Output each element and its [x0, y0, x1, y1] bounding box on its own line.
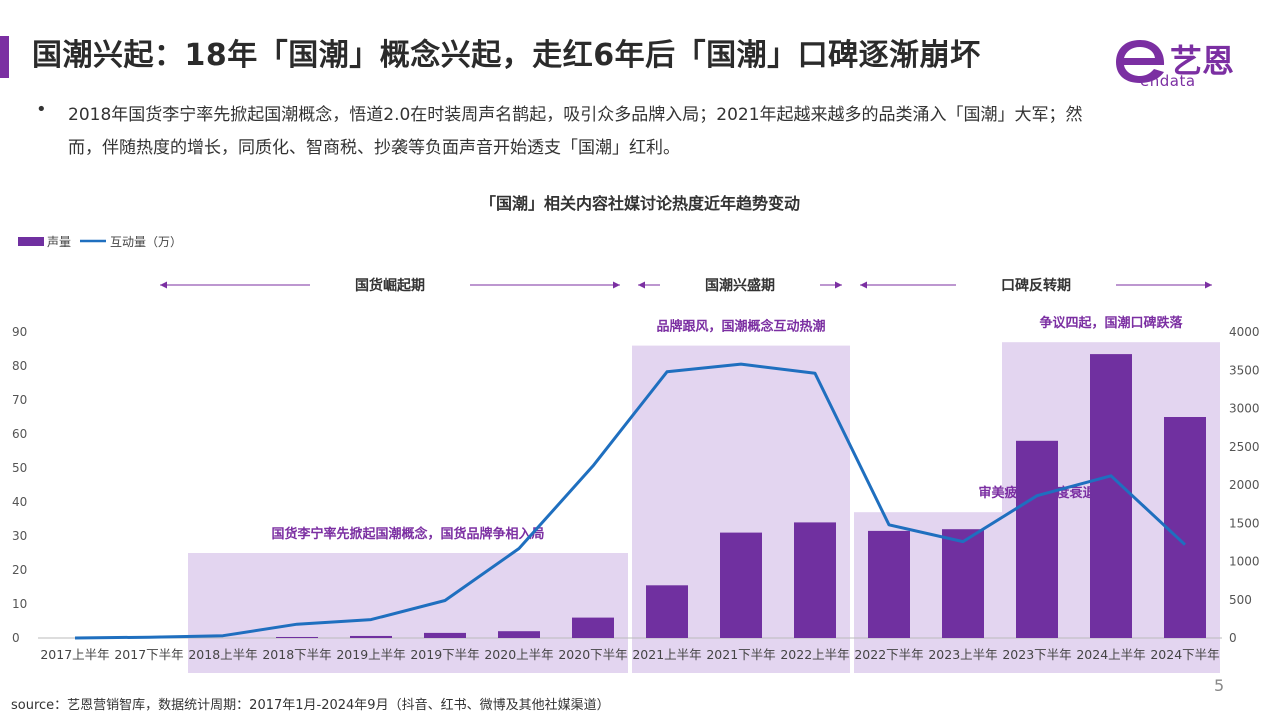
- page-title: 国潮兴起：18年「国潮」概念兴起，走红6年后「国潮」口碑逐渐崩坏: [32, 38, 981, 73]
- y-right-tick-label: 1500: [1229, 516, 1260, 530]
- y-left-tick-label: 60: [12, 427, 27, 441]
- y-right-tick-label: 3000: [1229, 402, 1260, 416]
- y-left-tick-label: 10: [12, 597, 27, 611]
- logo-english-text: endata: [1140, 72, 1196, 90]
- bar-volume: [1090, 354, 1132, 638]
- x-tick-label: 2023上半年: [928, 647, 997, 662]
- x-tick-label: 2022下半年: [854, 647, 923, 662]
- phase-label: 国货崛起期: [355, 277, 425, 294]
- legend-bar-swatch: [18, 237, 44, 246]
- summary-bullet: • 2018年国货李宁率先掀起国潮概念，悟道2.0在时装周声名鹊起，吸引众多品牌…: [36, 99, 1096, 165]
- x-tick-label: 2021上半年: [632, 647, 701, 662]
- chart-title: 「国潮」相关内容社媒讨论热度近年趋势变动: [480, 194, 800, 213]
- summary-text: 2018年国货李宁率先掀起国潮概念，悟道2.0在时装周声名鹊起，吸引众多品牌入局…: [68, 105, 1083, 158]
- bar-volume: [350, 635, 392, 638]
- y-left-tick-label: 80: [12, 359, 27, 373]
- bar-volume: [1016, 440, 1058, 638]
- y-right-tick-label: 3500: [1229, 363, 1260, 377]
- bar-volume: [794, 522, 836, 638]
- x-tick-label: 2017上半年: [40, 647, 109, 662]
- x-tick-label: 2024上半年: [1076, 647, 1145, 662]
- bar-volume: [498, 631, 540, 638]
- bar-volume: [424, 632, 466, 638]
- phase-arrow-left-head: [860, 281, 867, 289]
- phase-arrow-left-head: [638, 281, 645, 289]
- line-interaction: [74, 362, 1187, 640]
- y-right-tick-label: 1000: [1229, 555, 1260, 569]
- x-tick-label: 2022上半年: [780, 647, 849, 662]
- phase-label: 国潮兴盛期: [705, 277, 775, 294]
- bar-volume: [942, 529, 984, 638]
- y-left-tick-label: 30: [12, 529, 27, 543]
- x-tick-label: 2018上半年: [188, 647, 257, 662]
- y-left-tick-label: 40: [12, 495, 27, 509]
- bullet-dot: •: [36, 99, 47, 120]
- phase-annotation: 争议四起，国潮口碑跌落: [1039, 315, 1183, 331]
- y-left-tick-label: 50: [12, 461, 27, 475]
- bar-volume: [1164, 417, 1206, 638]
- y-left-tick-label: 20: [12, 563, 27, 577]
- endata-logo-icon: [1116, 40, 1165, 83]
- page-number: 5: [1214, 676, 1225, 695]
- title-accent-bar: [0, 36, 9, 78]
- endata-logo: 艺恩 endata: [1112, 36, 1252, 92]
- y-right-tick-label: 500: [1229, 593, 1252, 607]
- y-left-tick-label: 0: [12, 631, 20, 645]
- x-tick-label: 2018下半年: [262, 647, 331, 662]
- bar-volume: [868, 530, 910, 638]
- phase-arrow-right-head: [835, 281, 842, 289]
- source-note: source：艺恩营销智库，数据统计周期：2017年1月-2024年9月（抖音、…: [11, 698, 610, 713]
- phase-arrow-right-head: [613, 281, 620, 289]
- phase-annotation: 国货李宁率先掀起国潮概念，国货品牌争相入局: [271, 526, 544, 542]
- phase-highlight-box: [188, 553, 628, 673]
- x-tick-label: 2024下半年: [1150, 647, 1219, 662]
- y-left-tick-label: 70: [12, 393, 27, 407]
- logo-chinese-text: 艺恩: [1170, 42, 1235, 80]
- y-right-tick-label: 2000: [1229, 478, 1260, 492]
- x-tick-label: 2019下半年: [410, 647, 479, 662]
- bar-volume: [572, 617, 614, 638]
- x-tick-label: 2021下半年: [706, 647, 775, 662]
- y-right-tick-label: 0: [1229, 631, 1237, 645]
- bar-volume: [276, 636, 318, 638]
- y-right-tick-label: 2500: [1229, 440, 1260, 454]
- y-right-tick-label: 4000: [1229, 325, 1260, 339]
- x-tick-label: 2019上半年: [336, 647, 405, 662]
- phase-arrow-left-head: [160, 281, 167, 289]
- bar-volume: [720, 532, 762, 638]
- x-tick-label: 2020上半年: [484, 647, 553, 662]
- bar-volume: [646, 585, 688, 638]
- x-tick-label: 2023下半年: [1002, 647, 1071, 662]
- x-tick-label: 2017下半年: [114, 647, 183, 662]
- phase-annotation: 品牌跟风，国潮概念互动热潮: [656, 319, 825, 335]
- y-left-tick-label: 90: [12, 325, 27, 339]
- x-tick-label: 2020下半年: [558, 647, 627, 662]
- legend-line-label: 互动量（万）: [110, 235, 182, 249]
- phase-arrow-right-head: [1205, 281, 1212, 289]
- phase-label: 口碑反转期: [1001, 277, 1071, 294]
- legend-bar-label: 声量: [47, 235, 71, 249]
